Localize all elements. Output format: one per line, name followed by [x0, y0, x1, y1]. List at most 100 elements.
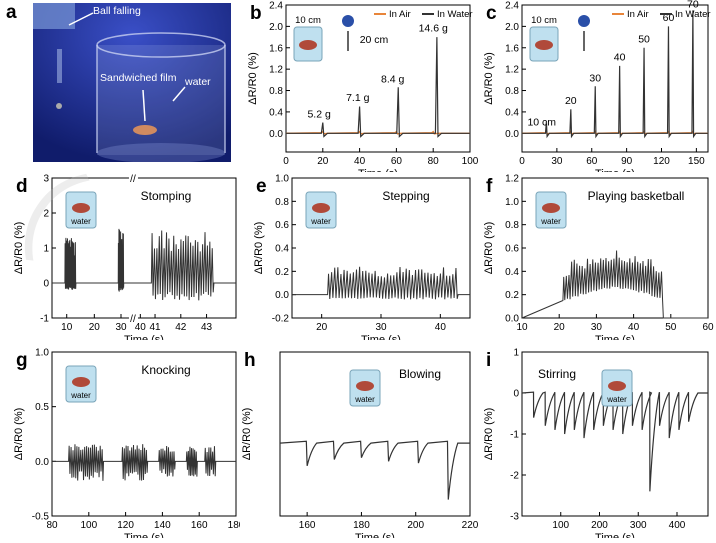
y-axis-label: ΔR/R0 (%) — [253, 222, 265, 275]
chart-panel-i: i -3 -2 -1 0 1 100 200 300 400 Time (s) ΔR/R0 (%) wa… — [478, 340, 716, 543]
x-tick-label: 30 — [551, 156, 563, 167]
signal-line — [521, 250, 708, 319]
y-tick-label: 1.0 — [275, 174, 289, 185]
x-tick-label: 60 — [702, 322, 714, 333]
plot-area: water Blowing — [279, 367, 470, 500]
x-tick-label: 220 — [462, 520, 478, 531]
y-tick-label: 0.8 — [275, 197, 289, 208]
x-tick-label: 120 — [117, 520, 134, 531]
cup-water-label: water — [540, 217, 561, 226]
y-tick-label: 1 — [43, 244, 49, 255]
y-tick-label: 1.6 — [269, 43, 283, 54]
chart-b: b0.00.40.81.21.62.02.4020406080100Time (… — [247, 1, 479, 181]
y-axis-label: ΔR/R0 (%) — [241, 408, 253, 461]
hand-shape — [33, 3, 75, 29]
cup-water-label: water — [70, 391, 91, 400]
x-tick-label: 200 — [407, 520, 424, 531]
fish-icon — [72, 203, 90, 213]
x-tick-label: 41 — [149, 322, 161, 333]
peak-label: 14.6 g — [419, 23, 448, 35]
legend-label-air: In Air — [627, 9, 649, 20]
action-label: Stirring — [538, 367, 576, 381]
peak-label: 30 — [589, 72, 601, 84]
series-line-water — [522, 10, 708, 139]
panel-label-d: d — [16, 176, 28, 197]
x-tick-label: 42 — [175, 322, 187, 333]
peak-label: 20 — [565, 95, 577, 107]
y-tick-label: -1 — [510, 430, 519, 441]
x-tick-label: 150 — [688, 156, 705, 167]
y-tick-label: 1.2 — [505, 65, 519, 76]
inset-height-label: 10 cm — [531, 15, 557, 26]
x-tick-label: 30 — [375, 322, 387, 333]
peak-label: 8.4 g — [381, 74, 405, 86]
plot-area: 10 cm 20 30 40 50 60 70 In Air In Water 10 cm — [521, 0, 711, 139]
x-axis-label: Time (s) — [124, 532, 164, 538]
x-tick-label: 20 — [89, 322, 101, 333]
y-tick-label: 0 — [43, 279, 49, 290]
x-tick-label: 400 — [669, 520, 686, 531]
y-tick-label: 1.2 — [269, 65, 283, 76]
panel-label-i: i — [486, 350, 491, 371]
action-label: Playing basketball — [588, 189, 685, 203]
x-tick-label: 20 — [316, 322, 328, 333]
x-tick-label: 20 — [554, 322, 566, 333]
y-tick-label: 0.2 — [275, 267, 289, 278]
y-tick-label: 0.4 — [269, 107, 283, 118]
chart-g: g -0.5 0.0 0.5 1.0 80 100 120 140 160 180 Time (s) Δ… — [13, 348, 245, 543]
signal-line — [52, 444, 236, 481]
y-tick-label: 0.0 — [269, 129, 283, 140]
peak-label: 5.2 g — [307, 108, 331, 120]
plot-frame — [521, 4, 709, 153]
y-axis-label: ΔR/R0 (%) — [483, 52, 495, 105]
y-tick-label: 1.2 — [505, 174, 519, 185]
panel-label-f: f — [486, 176, 493, 197]
y-tick-label: 0.5 — [35, 402, 49, 413]
y-tick-label: 0.6 — [505, 244, 519, 255]
x-tick-label: 43 — [201, 322, 213, 333]
x-tick-label: 80 — [46, 520, 58, 531]
fish-icon — [356, 381, 374, 391]
x-tick-label: 60 — [586, 156, 598, 167]
y-tick-label: -3 — [510, 512, 519, 523]
x-tick-label: 10 — [61, 322, 73, 333]
ball-falling-label: Ball falling — [93, 5, 141, 17]
action-label: Knocking — [141, 363, 190, 377]
cup-water-label: water — [310, 217, 331, 226]
axis-break-gap-top — [128, 175, 138, 181]
signal-line — [292, 266, 470, 300]
x-tick-label: 100 — [462, 156, 478, 167]
cup-water-label: water — [354, 395, 375, 404]
panel-label-a: a — [6, 2, 17, 23]
photo-scene — [33, 3, 231, 162]
y-axis-label: ΔR/R0 (%) — [247, 52, 259, 105]
signal-line — [52, 228, 236, 301]
y-tick-label: 0.8 — [505, 86, 519, 97]
y-axis-label: ΔR/R0 (%) — [483, 222, 495, 275]
x-tick-label: 40 — [354, 156, 366, 167]
plot-area: 5.2 g 7.1 g 8.4 g 14.6 g In Air In Water 10 cm… — [285, 9, 473, 138]
chart-h: h 160 180 200 220 Time (s) ΔR/R0 (%) water Blowi… — [241, 350, 479, 543]
fish-icon — [72, 377, 90, 387]
x-tick-label: 60 — [391, 156, 403, 167]
x-tick-label: 140 — [154, 520, 171, 531]
chart-panel-c: c0.00.40.81.21.62.02.40306090120150Time … — [478, 0, 716, 180]
y-tick-label: 0.0 — [275, 290, 289, 301]
chart-panel-d: d -1 0 1 2 3 10 20 30 40 41 42 43////Time (s) ΔR/R0 (… — [0, 172, 240, 346]
plot-area: water Playing basketball — [521, 189, 708, 319]
y-tick-label: 2 — [43, 209, 49, 220]
y-tick-label: 0.4 — [505, 107, 519, 118]
y-tick-label: 2.4 — [505, 1, 519, 12]
plot-frame — [51, 351, 237, 517]
peak-label: 50 — [638, 33, 650, 45]
x-tick-label: 200 — [591, 520, 608, 531]
y-tick-label: 2.4 — [269, 1, 283, 12]
panel-label-c: c — [486, 3, 497, 24]
x-axis-label: Time (s) — [595, 532, 635, 538]
chart-panel-e: e -0.2 0.0 0.2 0.4 0.6 0.8 1.0 20 30 40 Time (s) ΔR/… — [240, 172, 478, 346]
x-tick-label: 300 — [630, 520, 647, 531]
inset-distance-label: 20 cm — [360, 34, 389, 46]
y-tick-label: 1.0 — [35, 348, 49, 359]
ball-icon — [578, 15, 590, 27]
